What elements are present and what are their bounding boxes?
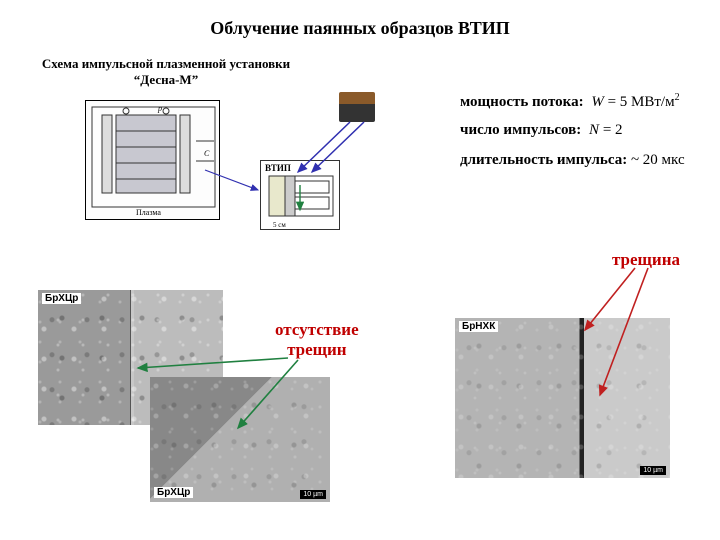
setup-diagram-svg: C p — [86, 101, 221, 221]
param-power-var: W — [587, 94, 604, 110]
nocrack-line2: трещин — [287, 340, 347, 359]
sem-image-mid: БрХЦр 10 µm — [150, 377, 330, 502]
param-power-label: мощность потока: — [460, 94, 584, 110]
vtip-label: ВТИП — [265, 163, 291, 173]
scalebar-3: 10 µm — [640, 466, 666, 475]
svg-text:C: C — [204, 149, 210, 158]
param-pulses: число импульсов: N = 2 — [460, 122, 623, 139]
page-title: Облучение паянных образцов ВТИП — [0, 18, 720, 39]
plasma-label: Плазма — [136, 208, 161, 217]
setup-diagram: C p Плазма — [85, 100, 220, 220]
param-duration: длительность импульса: ~ 20 мкс — [460, 152, 685, 169]
sample-photo — [339, 92, 375, 122]
sem-image-right: БрНХК 10 µm — [455, 318, 670, 478]
svg-text:p: p — [157, 104, 162, 113]
sem-noise-3 — [455, 318, 670, 478]
scalebar-2: 10 µm — [300, 490, 326, 499]
sem-label-2: БрХЦр — [154, 487, 193, 498]
crack-label: трещина — [612, 250, 680, 270]
param-pulses-label: число импульсов: — [460, 122, 581, 138]
param-power: мощность потока: W = 5 МВт/м2 — [460, 92, 680, 111]
svg-text:5 cм: 5 cм — [273, 221, 286, 229]
setup-subtitle: Схема импульсной плазменной установки “Д… — [26, 56, 306, 89]
param-power-sup: 2 — [675, 92, 680, 103]
subtitle-line2: “Десна-М” — [134, 72, 198, 87]
param-pulses-val: = 2 — [603, 122, 623, 138]
sem-label-3: БрНХК — [459, 321, 498, 332]
nocrack-line1: отсутствие — [275, 320, 359, 339]
sem-noise-2 — [150, 377, 330, 502]
param-pulses-var: N — [585, 122, 599, 138]
param-duration-label: длительность импульса: — [460, 152, 627, 168]
param-power-val: = 5 МВт/м — [608, 94, 675, 110]
vtip-box: ВТИП 5 cм — [260, 160, 340, 230]
sem-joint-line-1 — [130, 290, 131, 425]
sem-label-1: БрХЦр — [42, 293, 81, 304]
subtitle-line1: Схема импульсной плазменной установки — [42, 56, 290, 71]
nocrack-label: отсутствие трещин — [275, 320, 359, 359]
param-duration-val: ~ 20 мкс — [631, 152, 685, 168]
